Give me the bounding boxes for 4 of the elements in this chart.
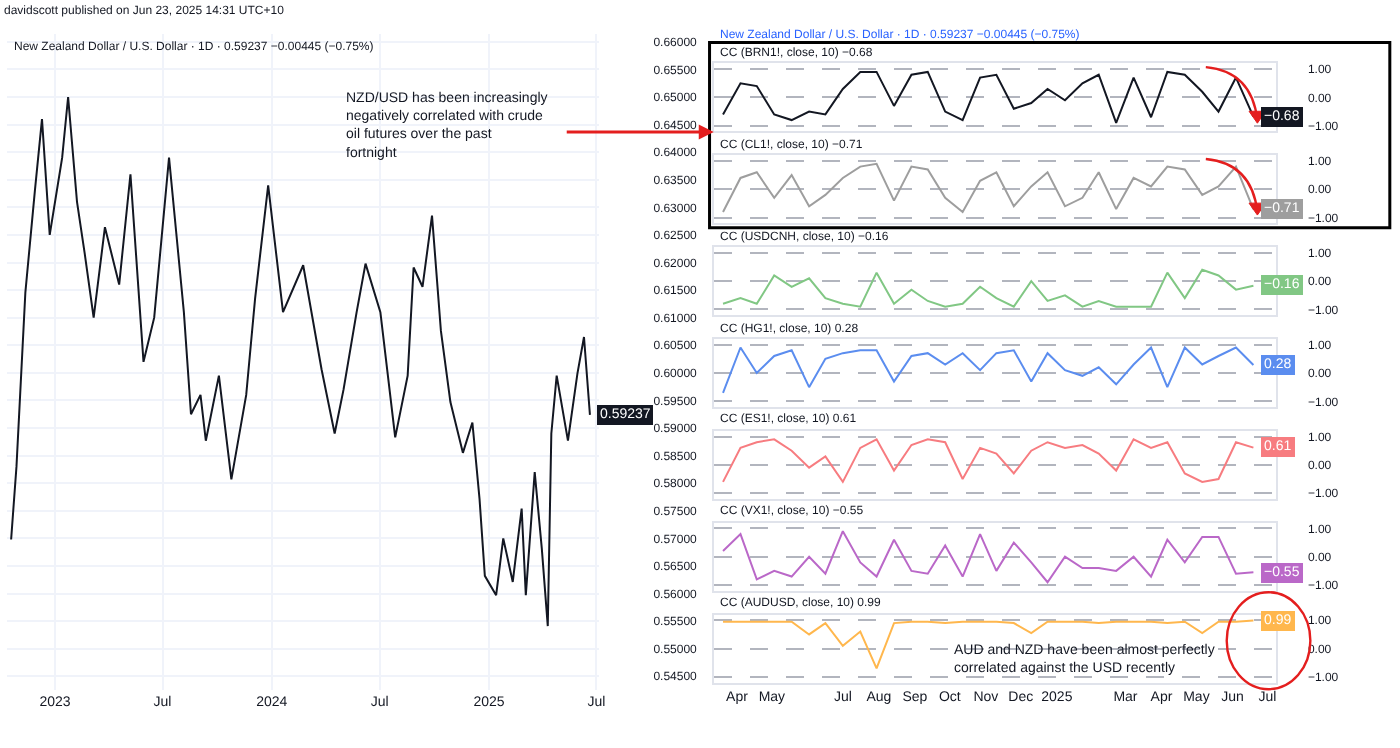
line-series (722, 438, 1255, 483)
line-series (722, 346, 1255, 394)
line-series (722, 268, 1255, 308)
line-series (722, 530, 1255, 584)
